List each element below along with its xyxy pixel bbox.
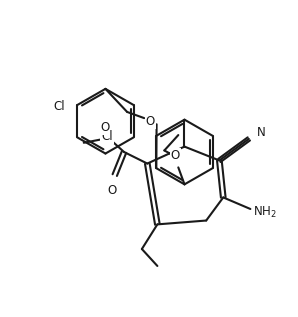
- Text: N: N: [257, 126, 265, 139]
- Text: NH$_2$: NH$_2$: [254, 204, 277, 220]
- Text: O: O: [170, 149, 180, 162]
- Text: O: O: [100, 120, 109, 133]
- Text: Cl: Cl: [53, 100, 65, 113]
- Text: O: O: [107, 184, 116, 197]
- Text: O: O: [146, 115, 155, 128]
- Text: Cl: Cl: [101, 130, 113, 143]
